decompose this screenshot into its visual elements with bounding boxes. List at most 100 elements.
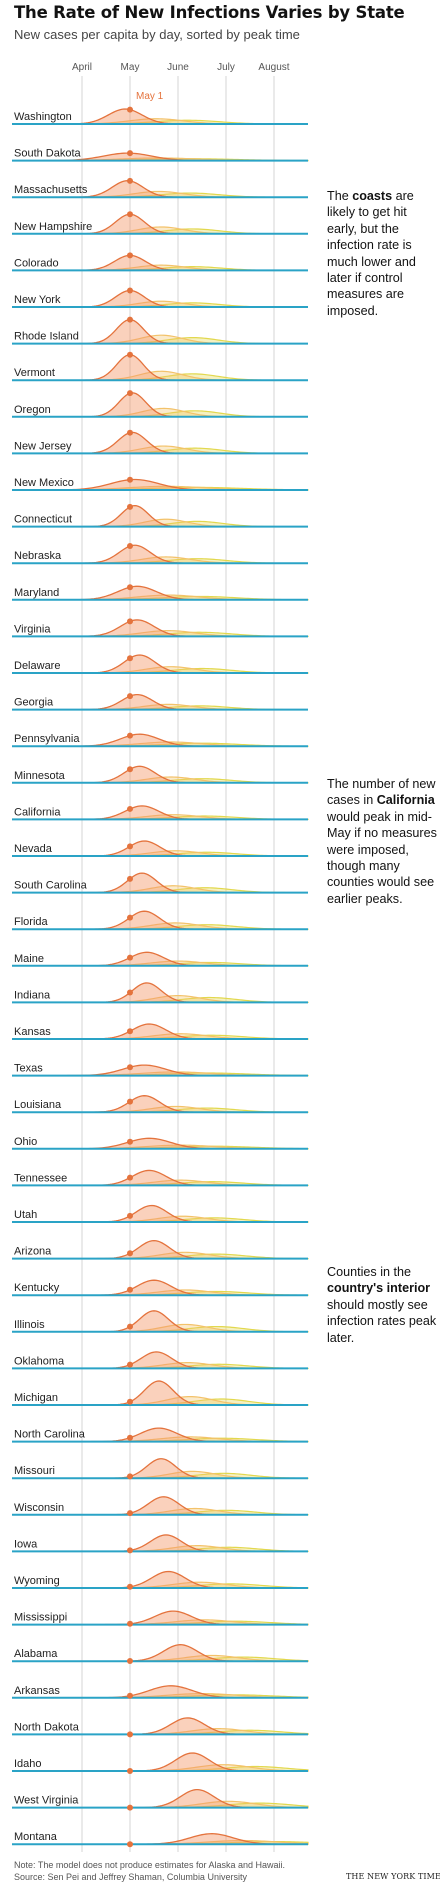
state-label-north-carolina: North Carolina [14,1429,86,1441]
may-1-marker-idaho [127,1767,133,1774]
may-1-marker-tennessee [127,1174,133,1181]
may-1-marker-kansas [127,1028,133,1035]
chart-subtitle: New cases per capita by day, sorted by p… [14,27,300,42]
annotation-coasts-text-start: The [327,189,353,203]
annotation-interior-text-start: Counties in the [327,1265,412,1279]
state-label-oregon: Oregon [14,404,51,416]
state-label-west-virginia: West Virginia [14,1795,79,1807]
state-label-wyoming: Wyoming [14,1575,60,1587]
state-label-texas: Texas [14,1063,43,1075]
state-label-new-jersey: New Jersey [14,440,72,452]
state-label-north-dakota: North Dakota [14,1721,80,1733]
curve-utah-main [12,1204,308,1223]
may-1-marker-delaware [127,655,133,662]
state-label-new-mexico: New Mexico [14,477,74,489]
chart-title: The Rate of New Infections Varies by Sta… [14,3,405,22]
may-1-label: May 1 [136,91,164,102]
may-1-marker-iowa [127,1547,133,1554]
curve-oregon-main [12,392,308,418]
state-label-arizona: Arizona [14,1246,52,1258]
curve-georgia-main [12,693,308,711]
may-1-marker-colorado [127,252,133,259]
curve-virginia-main [12,619,308,638]
month-label-june: June [167,62,189,73]
state-label-colorado: Colorado [14,257,59,269]
may-1-marker-indiana [127,989,133,996]
state-label-missouri: Missouri [14,1465,55,1477]
state-label-utah: Utah [14,1209,37,1221]
state-label-georgia: Georgia [14,697,54,709]
may-1-marker-texas [127,1064,133,1071]
state-label-maine: Maine [14,953,44,965]
state-label-massachusetts: Massachusetts [14,184,88,196]
month-label-july: July [217,62,235,73]
curve-indiana-main [12,982,308,1004]
state-label-oklahoma: Oklahoma [14,1355,65,1367]
state-label-louisiana: Louisiana [14,1099,62,1111]
state-label-new-york: New York [14,294,61,306]
state-label-california: California [14,806,61,818]
may-1-marker-virginia [127,618,133,625]
footer-note: Note: The model does not produce estimat… [14,1860,285,1870]
state-label-idaho: Idaho [14,1758,42,1770]
may-1-marker-maine [127,954,133,961]
may-1-marker-kentucky [127,1286,133,1293]
state-label-south-carolina: South Carolina [14,880,88,892]
month-label-may: May [120,62,140,73]
state-label-iowa: Iowa [14,1538,38,1550]
state-label-alabama: Alabama [14,1648,58,1660]
state-label-connecticut: Connecticut [14,514,72,526]
curve-florida-main [12,910,308,930]
state-label-rhode-island: Rhode Island [14,331,79,343]
may-1-marker-alabama [127,1658,133,1665]
state-label-michigan: Michigan [14,1392,58,1404]
may-1-marker-west-virginia [127,1804,133,1811]
may-1-marker-wyoming [127,1583,133,1590]
annotation-coasts: The coasts are likely to get hit early, … [327,188,437,319]
state-label-washington: Washington [14,111,72,123]
annotation-california: The number of new cases in California wo… [327,776,437,907]
may-1-marker-pennsylvania [127,732,133,739]
may-1-marker-new-jersey [127,429,133,436]
may-1-marker-south-carolina [127,875,133,882]
state-label-south-dakota: South Dakota [14,148,82,160]
may-1-marker-rhode-island [127,316,133,323]
may-1-marker-connecticut [127,503,133,510]
may-1-marker-washington [127,106,133,113]
state-label-montana: Montana [14,1831,58,1843]
footer-credit: THE NEW YORK TIMES [346,1872,440,1881]
annotation-california-text-end: would peak in mid-May if no measures wer… [327,809,437,906]
may-1-marker-montana [127,1841,133,1848]
state-label-new-hampshire: New Hampshire [14,221,92,233]
may-1-marker-massachusetts [127,177,133,184]
state-label-nevada: Nevada [14,843,53,855]
curve-kansas-main [12,1023,308,1040]
curve-illinois-main [12,1310,308,1333]
state-label-virginia: Virginia [14,623,51,635]
may-1-marker-arizona [127,1250,133,1257]
state-label-nebraska: Nebraska [14,550,62,562]
state-label-mississippi: Mississippi [14,1612,67,1624]
annotation-california-emphasis: California [376,793,435,808]
may-1-marker-minnesota [127,766,133,773]
may-1-marker-new-mexico [127,476,133,483]
state-label-tennessee: Tennessee [14,1172,67,1184]
state-label-kansas: Kansas [14,1026,51,1038]
state-label-illinois: Illinois [14,1319,45,1331]
annotation-interior-text-end: should mostly see infection rates peak l… [327,1297,437,1345]
may-1-marker-south-dakota [127,150,133,157]
month-label-august: August [258,62,290,73]
may-1-marker-oregon [127,390,133,397]
annotation-interior-emphasis: country's interior [327,1281,431,1296]
may-1-marker-california [127,805,133,812]
state-label-indiana: Indiana [14,989,51,1001]
state-label-arkansas: Arkansas [14,1685,60,1697]
state-label-delaware: Delaware [14,660,60,672]
may-1-marker-florida [127,914,133,921]
curve-missouri-main [12,1458,308,1479]
curve-maine-main [12,951,308,967]
annotation-interior: Counties in the country's interior shoul… [327,1264,437,1346]
may-1-marker-louisiana [127,1098,133,1105]
may-1-marker-maryland [127,584,133,591]
